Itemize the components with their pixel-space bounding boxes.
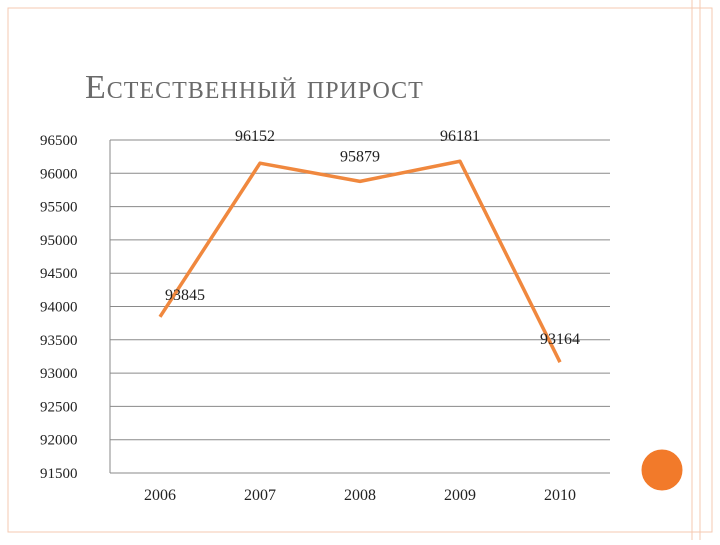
data-label: 96152 — [235, 128, 275, 145]
data-label: 93164 — [540, 331, 580, 348]
y-tick-label: 92000 — [40, 433, 78, 449]
data-label: 93845 — [165, 287, 205, 304]
y-tick-label: 95000 — [40, 233, 78, 249]
y-tick-label: 91500 — [40, 466, 78, 482]
y-tick-label: 96000 — [40, 166, 78, 182]
data-label: 95879 — [340, 148, 380, 165]
slide-frame — [7, 7, 713, 533]
data-label: 96181 — [440, 128, 480, 145]
y-tick-label: 94000 — [40, 300, 78, 316]
y-tick-label: 92500 — [40, 399, 78, 415]
chart-title: Естественный прирост — [85, 69, 424, 106]
x-tick-label: 2009 — [444, 487, 476, 504]
y-tick-label: 96500 — [40, 133, 78, 149]
decor-circle — [638, 446, 686, 494]
x-tick-label: 2007 — [244, 487, 276, 504]
y-tick-label: 93000 — [40, 366, 78, 382]
x-tick-label: 2008 — [344, 487, 376, 504]
x-tick-label: 2010 — [544, 487, 576, 504]
y-tick-label: 95500 — [40, 200, 78, 216]
line-series — [158, 159, 562, 363]
x-tick-label: 2006 — [144, 487, 176, 504]
y-tick-label: 94500 — [40, 266, 78, 282]
y-tick-label: 93500 — [40, 333, 78, 349]
